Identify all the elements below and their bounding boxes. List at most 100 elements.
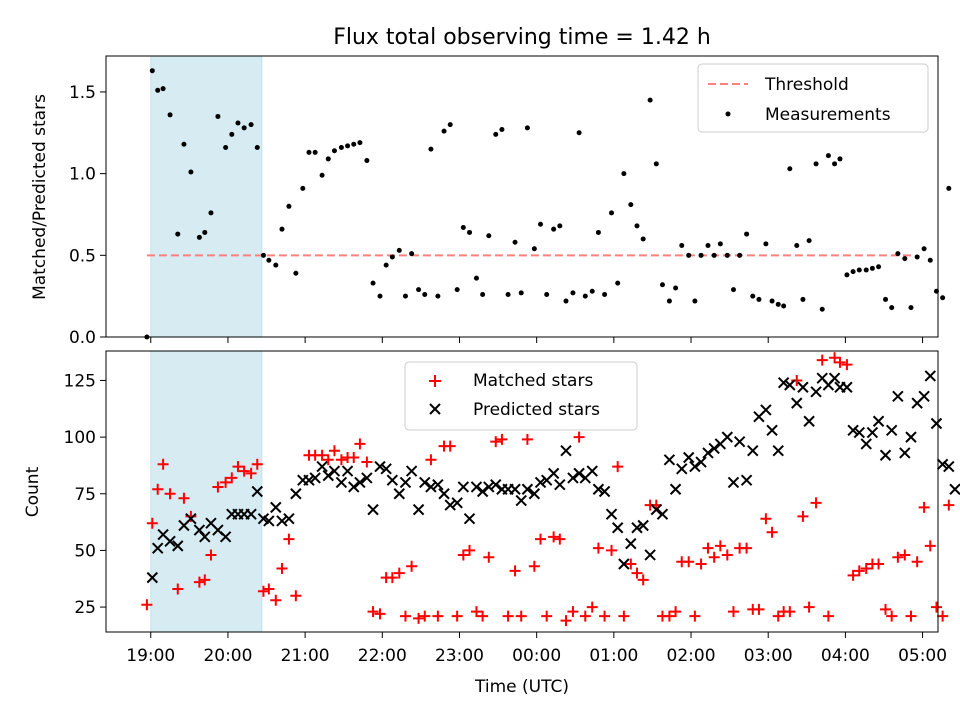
measurement-point xyxy=(325,156,331,162)
measurement-point xyxy=(615,280,621,286)
y-tick-label: 0.5 xyxy=(69,246,96,266)
measurement-point xyxy=(640,236,646,242)
x-tick-label: 05:00 xyxy=(898,646,947,666)
predicted-star-point xyxy=(918,390,930,403)
predicted-star-point xyxy=(663,454,676,466)
predicted-star-point xyxy=(598,485,611,498)
matched-star-point xyxy=(393,567,405,579)
matched-star-point xyxy=(399,610,411,622)
predicted-star-point xyxy=(374,460,386,473)
legend-predicted-swatch xyxy=(429,403,441,415)
predicted-star-point xyxy=(592,483,605,495)
predicted-star-point xyxy=(772,445,784,457)
matched-star-point xyxy=(521,433,533,445)
predicted-star-point xyxy=(669,483,682,495)
measurement-point xyxy=(338,144,344,150)
matched-star-point xyxy=(354,438,366,450)
chart-title: Flux total observing time = 1.42 h xyxy=(333,25,711,50)
measurement-point xyxy=(306,149,312,155)
measurement-point xyxy=(422,292,428,298)
measurement-point xyxy=(396,247,402,253)
matched-star-point xyxy=(683,556,695,568)
predicted-star-point xyxy=(245,508,257,520)
matched-star-point xyxy=(760,513,772,525)
matched-star-point xyxy=(918,501,930,513)
predicted-star-point xyxy=(386,474,399,486)
matched-star-point xyxy=(618,610,630,622)
bottom-x-ticks: 19:00 20:00 21:00 22:00 23:00 00:00 01:00 02:00… xyxy=(126,632,947,666)
measurement-point xyxy=(837,156,843,162)
measurement-point xyxy=(409,251,415,257)
predicted-star-point xyxy=(637,519,649,532)
matched-star-point xyxy=(599,610,611,622)
measurement-point xyxy=(914,254,920,260)
predicted-star-point xyxy=(251,485,263,498)
predicted-star-point xyxy=(425,481,437,493)
measurement-point xyxy=(850,269,856,275)
top-y-axis-label: Matched/Predicted stars xyxy=(30,94,50,300)
matched-star-point xyxy=(841,359,853,371)
predicted-star-point xyxy=(841,381,853,393)
matched-star-point xyxy=(245,467,257,479)
predicted-star-point xyxy=(303,474,315,486)
predicted-star-point xyxy=(515,494,527,507)
measurement-point xyxy=(940,295,946,301)
matched-star-point xyxy=(193,576,205,588)
matched-star-point xyxy=(695,558,707,570)
measurement-point xyxy=(781,303,787,309)
measurement-point xyxy=(576,130,582,136)
bottom-y-axis-label: Count xyxy=(23,466,43,517)
matched-star-point xyxy=(483,551,495,563)
measurement-point xyxy=(589,288,595,294)
matched-star-point xyxy=(283,533,295,545)
measurement-point xyxy=(447,122,453,128)
measurement-point xyxy=(902,256,908,262)
predicted-star-point xyxy=(586,465,598,477)
matched-star-point xyxy=(943,499,955,511)
matched-star-point xyxy=(496,433,508,445)
measurement-point xyxy=(544,292,550,298)
measurement-point xyxy=(647,97,653,103)
measurement-point xyxy=(582,293,588,299)
matched-star-point xyxy=(766,526,778,538)
matched-star-point xyxy=(579,610,591,622)
matched-star-point xyxy=(335,454,347,466)
measurements-series xyxy=(144,68,952,340)
measurement-point xyxy=(357,140,363,146)
measurement-point xyxy=(215,113,221,119)
x-tick-label: 04:00 xyxy=(821,646,870,666)
measurement-point xyxy=(370,280,376,286)
measurement-point xyxy=(705,243,711,249)
matched-star-point xyxy=(457,549,469,561)
matched-star-point xyxy=(721,549,733,561)
measurement-point xyxy=(181,141,187,147)
matched-star-point xyxy=(930,601,942,613)
measurement-point xyxy=(869,265,875,271)
legend-measurements-swatch xyxy=(725,111,731,117)
predicted-star-point xyxy=(412,503,425,516)
matched-star-point xyxy=(444,440,456,452)
top-shaded-interval xyxy=(150,55,263,338)
matched-star-point xyxy=(822,610,834,622)
predicted-star-point xyxy=(777,377,790,389)
measurement-point xyxy=(602,292,608,298)
measurement-point xyxy=(248,122,254,128)
measurement-point xyxy=(717,241,723,247)
matched-star-point xyxy=(573,431,585,443)
predicted-star-point xyxy=(611,522,624,534)
matched-star-point xyxy=(425,454,437,466)
y-tick-label: 125 xyxy=(64,371,96,391)
matched-star-point xyxy=(528,560,540,572)
matched-star-point xyxy=(803,601,815,613)
predicted-star-point xyxy=(283,512,295,525)
matched-star-point xyxy=(328,445,340,457)
matched-star-point xyxy=(741,542,753,554)
measurement-point xyxy=(319,172,325,178)
measurement-point xyxy=(692,298,698,304)
measurement-point xyxy=(499,127,505,133)
measurement-point xyxy=(273,262,279,268)
matched-star-point xyxy=(502,610,514,622)
measurement-point xyxy=(551,226,557,232)
predicted-star-point xyxy=(470,481,483,493)
predicted-star-point xyxy=(872,415,885,427)
